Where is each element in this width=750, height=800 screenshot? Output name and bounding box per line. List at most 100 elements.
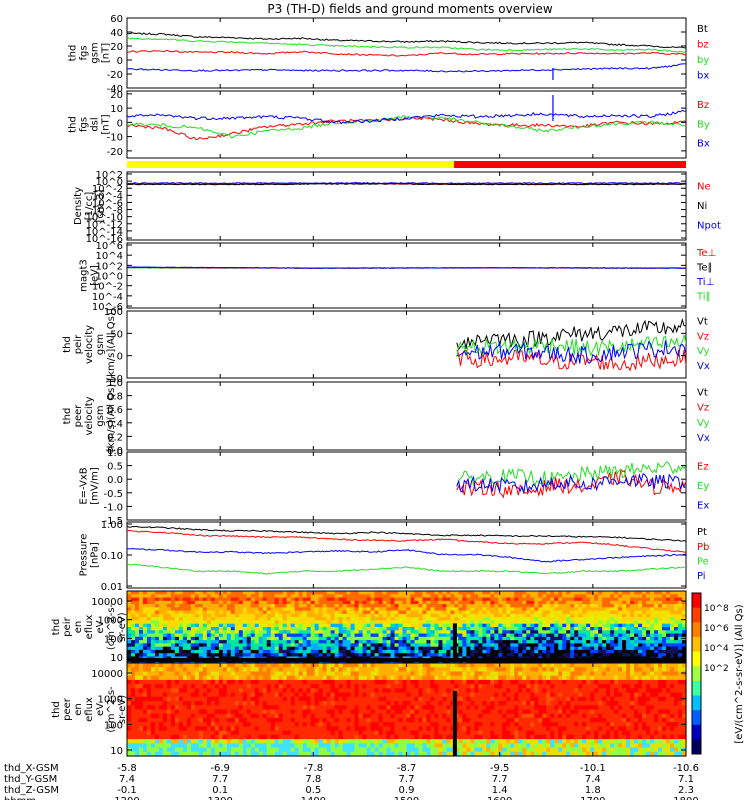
x-tick-label: 1600 [487, 796, 512, 800]
legend-ne: Ne [697, 181, 711, 192]
x-tick-label: -0.1 [117, 785, 137, 796]
series-line-bx [127, 109, 686, 125]
y-tick-label: 10^-12 [86, 220, 123, 231]
y-tick-label: 0 [117, 352, 123, 363]
colorbar-tick: 10^6 [704, 624, 729, 634]
x-tick-label: 1500 [394, 796, 419, 800]
x-tick-label: 7.4 [119, 774, 135, 785]
y-tick-label: 10000 [91, 669, 123, 680]
series-line-pi [127, 548, 686, 563]
x-tick-label: 0.5 [305, 785, 321, 796]
y-tick-label: 0.0 [107, 475, 123, 486]
x-tick-label: -6.9 [210, 763, 230, 774]
legend-npot: Npot [697, 220, 721, 231]
y-tick-label: -1.0 [103, 502, 123, 513]
x-tick-label: -9.5 [490, 763, 510, 774]
legend-bz: bz [697, 40, 709, 51]
panel-ylabel: thdfgsgsm[nT] [68, 42, 112, 63]
legend-pt: Pt [697, 527, 707, 538]
panel-magt3: magt3[eV] 10^610^410^210^010^-210^-410^-6… [79, 241, 717, 313]
y-tick-label: 10^-6 [92, 302, 123, 313]
series-line-pt [127, 525, 686, 542]
y-tick-label: 100 [104, 307, 123, 318]
y-tick-label: -20 [107, 147, 123, 158]
xaxis-row-label: thd_Y-GSM [4, 774, 57, 785]
legend-vy: Vy [697, 346, 710, 357]
x-tick-label: 1300 [207, 796, 232, 800]
legend-by: by [697, 55, 709, 66]
y-tick-label: 1.0 [107, 378, 123, 389]
legend-bx: bx [697, 71, 709, 82]
y-tick-label: -40 [107, 84, 123, 95]
panel-density: Density[1/cc][cm-3]10^210^010^-210^-410^… [73, 170, 721, 245]
y-tick-label: 10^4 [96, 251, 123, 262]
x-tick-label: 1800 [673, 796, 698, 800]
y-tick-label: 1000 [98, 695, 123, 706]
y-tick-label: 1.00 [101, 520, 123, 531]
series-line-npot [127, 181, 686, 185]
figure-title: P3 (TH-D) fields and ground moments over… [267, 2, 552, 16]
status-bar [127, 161, 686, 168]
spectrogram-peer-eflux [127, 663, 687, 757]
y-tick-label: -0.5 [103, 489, 123, 500]
series-line-bt [127, 32, 686, 49]
y-tick-label: 50 [110, 329, 123, 340]
legend-bz: Bz [697, 100, 709, 111]
x-tick-label: 2.3 [678, 785, 694, 796]
y-tick-label: -20 [107, 70, 123, 81]
legend-ez: Ez [697, 461, 709, 472]
y-tick-label: 10^6 [96, 241, 123, 252]
x-tick-label: 1200 [114, 796, 139, 800]
series-line-bz [127, 50, 686, 57]
x-tick-label: 1400 [301, 796, 326, 800]
x-tick-label: -10.1 [580, 763, 606, 774]
legend-ex: Ex [697, 500, 709, 511]
legend-vt: Vt [697, 316, 708, 327]
y-tick-label: 100 [104, 720, 123, 731]
y-tick-label: 0.0 [107, 446, 123, 457]
x-tick-label: -8.7 [397, 763, 417, 774]
panel-ylabel: Density[1/cc][cm-3] [73, 187, 106, 225]
legend-vx: Vx [697, 433, 710, 444]
x-tick-label: 7.7 [399, 774, 415, 785]
y-tick-label: 0 [117, 118, 123, 129]
xaxis-row-label: thd_X-GSM [4, 763, 59, 774]
y-tick-label: 0 [117, 56, 123, 67]
y-tick-label: 10 [110, 104, 123, 115]
series-line-vx [456, 340, 686, 365]
legend-bx: Bx [697, 139, 710, 150]
y-tick-label: 0.10 [101, 551, 123, 562]
panel-peer-eflux: thdpeerenefluxeV(cm^2-s-sr-eV) 10000 1000 1… [51, 662, 687, 757]
series-line-pe [127, 563, 686, 575]
x-tick-label: 7.8 [305, 774, 321, 785]
colorbar-tick: 10^8 [704, 604, 729, 614]
x-tick-label: 1700 [580, 796, 605, 800]
y-tick-label: 10^0 [96, 177, 123, 188]
spectrogram-peir-eflux [127, 591, 687, 664]
panel-ylabel: E=-VxB[mV/m] [79, 467, 101, 505]
legend-by: By [697, 119, 710, 130]
y-tick-label: 1000 [98, 616, 123, 627]
panel-ylabel: thdpeervelocitygsm[km/s](All Qs)] [62, 380, 117, 452]
series-line-by [127, 115, 686, 139]
panels: thdfgsgsm[nT]6040200-20-40Btbzbybxthdfgs… [51, 14, 721, 757]
y-tick-label: 0.4 [107, 419, 123, 430]
series-line-vt [456, 317, 686, 351]
legend-pe: Pe [697, 557, 709, 568]
y-tick-label: -1.5 [103, 516, 123, 527]
legend-vz: Vz [697, 403, 709, 414]
legend-ey: Ey [697, 481, 709, 492]
panel-pressure: Pressure[nPa]1.00 0.10 0.01 Pt Pb Pe Pi [79, 520, 710, 593]
y-tick-label: 10^-16 [86, 234, 123, 245]
y-tick-label: 0.6 [107, 405, 123, 416]
y-tick-label: 0.2 [107, 432, 123, 443]
y-tick-label: 1.0 [107, 448, 123, 459]
x-tick-label: 1.8 [585, 785, 601, 796]
xaxis-row-label: thd_Z-GSM [4, 785, 59, 796]
colorbar-label: [eV/(cm^2-s-sr-eV)] (All Qs) [734, 604, 745, 743]
y-tick-label: 0.8 [107, 392, 123, 403]
y-tick-label: 20 [110, 42, 123, 53]
y-tick-label: 10^-4 [92, 292, 123, 303]
series-line-vy [456, 334, 686, 358]
colorbar-tick: 10^4 [704, 644, 729, 654]
